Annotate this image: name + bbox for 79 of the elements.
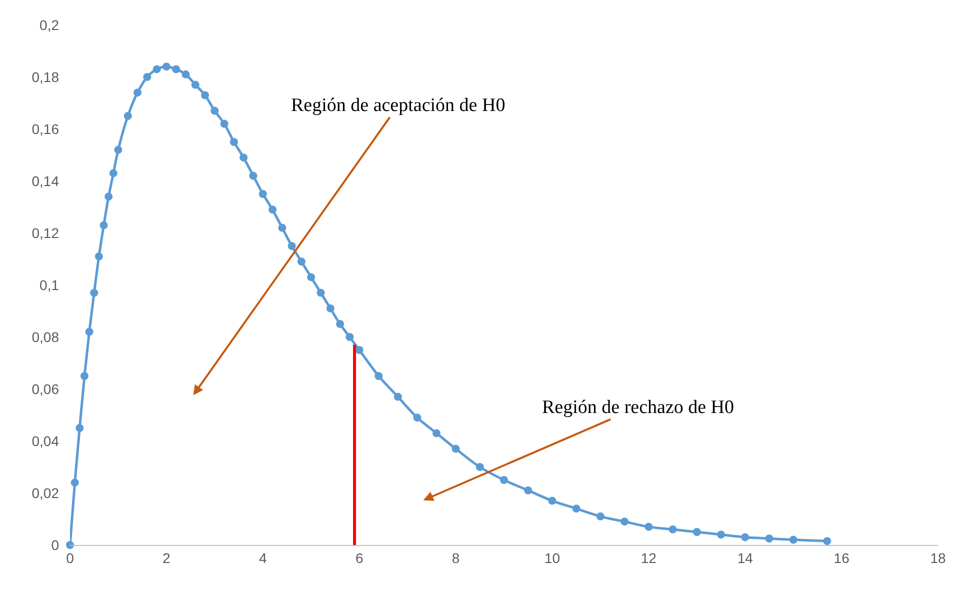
point bbox=[548, 496, 556, 505]
point bbox=[94, 252, 103, 260]
point bbox=[326, 304, 334, 312]
point bbox=[80, 372, 88, 380]
point bbox=[134, 88, 142, 97]
y-tick-label: 0,18 bbox=[32, 68, 60, 85]
point bbox=[288, 242, 296, 250]
y-tick-label: 0,08 bbox=[32, 328, 60, 345]
point bbox=[307, 273, 316, 282]
point bbox=[823, 537, 832, 546]
point bbox=[741, 533, 750, 542]
point bbox=[162, 62, 170, 71]
y-tick-label: 0,1 bbox=[40, 276, 60, 293]
x-tick-label: 2 bbox=[162, 550, 171, 566]
point bbox=[316, 288, 325, 297]
point bbox=[258, 190, 267, 198]
point bbox=[336, 320, 344, 328]
x-tick-label: 0 bbox=[66, 550, 74, 566]
point bbox=[789, 536, 798, 544]
point bbox=[668, 525, 677, 534]
point bbox=[644, 522, 653, 531]
point bbox=[85, 328, 94, 336]
annotation: Región de rechazo de H0 bbox=[542, 397, 734, 418]
point bbox=[355, 346, 364, 354]
y-tick-label: 0,06 bbox=[32, 380, 60, 397]
y-tick-label: 0,14 bbox=[32, 172, 60, 189]
x-tick-label: 14 bbox=[737, 550, 754, 566]
point bbox=[394, 392, 402, 401]
point bbox=[104, 192, 113, 201]
point bbox=[90, 288, 98, 297]
point bbox=[220, 120, 228, 128]
point bbox=[143, 73, 152, 81]
point bbox=[182, 70, 190, 78]
point bbox=[413, 414, 422, 422]
x-tick-label: 12 bbox=[640, 550, 657, 566]
y-tick-label: 0,2 bbox=[40, 16, 60, 33]
point bbox=[620, 518, 629, 526]
point bbox=[717, 530, 725, 539]
x-tick-label: 4 bbox=[258, 550, 267, 566]
x-tick-label: 6 bbox=[355, 550, 364, 566]
point bbox=[524, 486, 532, 494]
point bbox=[432, 429, 440, 438]
point bbox=[374, 372, 383, 380]
point bbox=[70, 478, 79, 487]
point bbox=[500, 476, 508, 484]
point bbox=[109, 169, 118, 178]
point bbox=[66, 541, 74, 549]
point bbox=[765, 534, 774, 542]
point bbox=[572, 504, 580, 513]
x-tick-label: 16 bbox=[834, 550, 850, 566]
x-tick-label: 10 bbox=[544, 550, 560, 566]
y-tick-label: 0,12 bbox=[32, 224, 60, 241]
point bbox=[76, 424, 84, 432]
y-tick-label: 0,16 bbox=[32, 120, 60, 137]
point bbox=[230, 138, 238, 146]
x-tick-label: 18 bbox=[930, 550, 946, 566]
point bbox=[278, 224, 286, 232]
y-tick-label: 0 bbox=[51, 536, 60, 553]
point bbox=[191, 80, 200, 89]
point bbox=[100, 221, 108, 230]
point bbox=[596, 512, 604, 520]
point bbox=[152, 65, 161, 74]
y-tick-label: 0,02 bbox=[32, 484, 60, 501]
point bbox=[692, 528, 701, 536]
point bbox=[249, 172, 258, 180]
point bbox=[346, 333, 354, 341]
point bbox=[201, 91, 210, 100]
point bbox=[124, 112, 132, 120]
point bbox=[240, 154, 248, 162]
x-tick-label: 8 bbox=[452, 550, 460, 566]
point bbox=[172, 65, 180, 74]
point bbox=[268, 206, 277, 214]
point bbox=[297, 258, 306, 266]
point bbox=[114, 146, 122, 154]
annotation: Región de aceptación de H0 bbox=[291, 95, 506, 116]
point bbox=[452, 444, 460, 453]
point bbox=[210, 106, 219, 115]
point bbox=[476, 463, 484, 471]
y-tick-label: 0,04 bbox=[32, 432, 60, 449]
